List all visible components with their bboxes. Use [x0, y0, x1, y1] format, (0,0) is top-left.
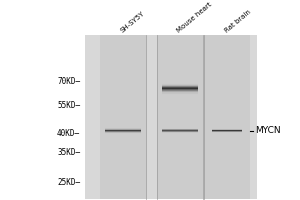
FancyBboxPatch shape: [162, 91, 198, 92]
FancyBboxPatch shape: [162, 85, 198, 86]
FancyBboxPatch shape: [100, 35, 146, 199]
FancyBboxPatch shape: [162, 85, 198, 86]
FancyBboxPatch shape: [105, 130, 141, 131]
FancyBboxPatch shape: [105, 129, 141, 130]
FancyBboxPatch shape: [162, 88, 198, 89]
FancyBboxPatch shape: [162, 89, 198, 90]
FancyBboxPatch shape: [162, 129, 198, 130]
FancyBboxPatch shape: [162, 92, 198, 93]
FancyBboxPatch shape: [162, 86, 198, 87]
Text: Rat brain: Rat brain: [224, 9, 252, 34]
FancyBboxPatch shape: [204, 35, 250, 199]
FancyBboxPatch shape: [212, 130, 242, 131]
FancyBboxPatch shape: [162, 87, 198, 88]
FancyBboxPatch shape: [157, 35, 203, 199]
FancyBboxPatch shape: [162, 129, 198, 130]
FancyBboxPatch shape: [212, 129, 242, 130]
Text: MYCN: MYCN: [256, 126, 281, 135]
Text: SH-SY5Y: SH-SY5Y: [119, 10, 146, 34]
FancyBboxPatch shape: [105, 132, 141, 133]
Text: 70KD–: 70KD–: [57, 77, 80, 86]
FancyBboxPatch shape: [105, 131, 141, 132]
Text: 35KD–: 35KD–: [57, 148, 80, 157]
Text: 40KD–: 40KD–: [57, 129, 80, 138]
Text: Mouse heart: Mouse heart: [176, 1, 213, 34]
FancyBboxPatch shape: [85, 35, 257, 199]
FancyBboxPatch shape: [162, 130, 198, 131]
FancyBboxPatch shape: [162, 86, 198, 87]
FancyBboxPatch shape: [162, 90, 198, 91]
FancyBboxPatch shape: [212, 130, 242, 131]
FancyBboxPatch shape: [162, 88, 198, 89]
Text: 55KD–: 55KD–: [57, 101, 80, 110]
FancyBboxPatch shape: [212, 131, 242, 132]
FancyBboxPatch shape: [162, 87, 198, 88]
Text: 25KD–: 25KD–: [57, 178, 80, 187]
FancyBboxPatch shape: [162, 131, 198, 132]
